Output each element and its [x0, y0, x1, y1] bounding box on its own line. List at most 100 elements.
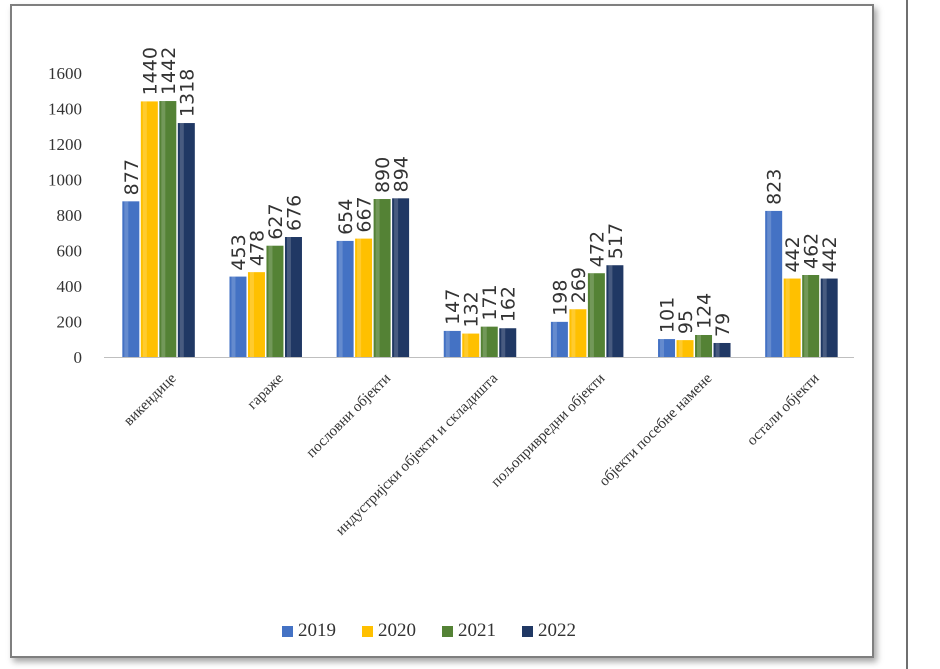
data-label: 101: [657, 297, 679, 333]
data-label: 472: [586, 231, 608, 267]
data-label: 171: [479, 284, 501, 320]
legend: 2019 2020 2021 2022: [282, 620, 576, 642]
bar-2021-6: [802, 274, 820, 357]
bar-2020-1: [247, 272, 265, 357]
bar-2021-4: [587, 273, 605, 357]
bar-highlight: [715, 342, 720, 357]
bar-highlight: [608, 265, 613, 357]
data-label: 198: [549, 280, 571, 316]
data-label: 462: [801, 233, 823, 269]
bar-highlight: [338, 240, 343, 357]
bar-2021-0: [159, 101, 177, 357]
data-label: 162: [498, 286, 520, 322]
bar-2020-3: [462, 333, 480, 357]
bar-2022-1: [284, 237, 302, 357]
data-label: 124: [694, 293, 716, 329]
bar-2020-2: [355, 238, 373, 357]
bar-2019-3: [443, 330, 461, 357]
bar-2021-2: [373, 199, 391, 357]
legend-swatch-2022: [522, 625, 533, 637]
bar-2019-0: [122, 201, 140, 357]
data-label: 1442: [158, 47, 180, 95]
y-tick-label: 200: [57, 313, 83, 332]
legend-item-2022: 2022: [522, 620, 576, 642]
data-label: 132: [461, 291, 483, 327]
legend-label-2020: 2020: [378, 620, 416, 641]
bar-highlight: [161, 101, 166, 357]
bar-highlight: [357, 238, 362, 357]
bar-2021-3: [480, 326, 498, 357]
bar-2022-3: [499, 328, 517, 357]
bar-highlight: [268, 245, 273, 357]
bar-2022-2: [392, 198, 410, 357]
y-axis: 0 200 400 600 800 1000 1200 1400 1600: [48, 64, 82, 367]
bar-highlight: [179, 123, 184, 358]
bar-highlight: [552, 321, 557, 357]
bars: [122, 101, 838, 358]
bar-highlight: [445, 330, 450, 357]
bar-highlight: [660, 339, 665, 357]
data-label: 453: [228, 234, 250, 270]
bar-highlight: [678, 340, 683, 357]
data-label: 654: [335, 199, 357, 235]
category-label: викендице: [121, 370, 180, 429]
bar-highlight: [804, 274, 809, 357]
bar-highlight: [697, 334, 702, 357]
legend-item-2021: 2021: [442, 620, 496, 642]
data-label: 478: [246, 230, 268, 266]
legend-item-2020: 2020: [362, 620, 416, 642]
bar-2022-5: [713, 342, 731, 357]
bar-2022-6: [820, 278, 838, 357]
data-label: 442: [819, 236, 841, 272]
y-tick-label: 1600: [48, 64, 82, 83]
bar-2019-1: [229, 276, 247, 357]
y-tick-label: 600: [57, 242, 83, 261]
bar-highlight: [231, 276, 236, 357]
y-tick-label: 1400: [48, 100, 82, 119]
legend-swatch-2020: [362, 625, 373, 637]
bar-2019-5: [658, 339, 676, 357]
bar-highlight: [464, 333, 469, 357]
window-edge-line: [906, 0, 908, 669]
bar-2019-4: [550, 321, 568, 357]
bar-2021-1: [266, 245, 284, 357]
y-tick-label: 1000: [48, 171, 82, 190]
bar-highlight: [785, 278, 790, 357]
legend-swatch-2019: [282, 625, 293, 637]
legend-swatch-2021: [442, 625, 453, 637]
data-label: 877: [121, 159, 143, 195]
bar-2019-2: [336, 240, 354, 357]
bar-highlight: [249, 272, 254, 357]
data-label: 676: [283, 195, 305, 231]
y-tick-label: 800: [57, 206, 83, 225]
bar-2022-0: [177, 123, 195, 358]
bar-highlight: [286, 237, 291, 357]
data-label: 890: [372, 157, 394, 193]
data-label: 95: [675, 310, 697, 334]
y-tick-label: 400: [57, 277, 83, 296]
legend-label-2022: 2022: [538, 620, 576, 641]
category-label: објекти посебне намене: [596, 370, 715, 489]
chart-frame: 0 200 400 600 800 1000 1200 1400 1600 877 1440 144…: [10, 4, 874, 658]
data-label: 894: [391, 156, 413, 192]
data-label: 79: [712, 313, 734, 337]
legend-label-2019: 2019: [298, 620, 336, 641]
bar-2021-5: [695, 334, 713, 357]
bar-highlight: [767, 210, 772, 357]
category-label: остали објекти: [744, 371, 822, 449]
data-label: 269: [568, 267, 590, 303]
category-labels: викендице гараже пословни објектииндустриј…: [121, 370, 823, 538]
legend-item-2019: 2019: [282, 620, 336, 642]
data-label: 823: [764, 169, 786, 205]
bar-2019-6: [765, 210, 783, 357]
bar-2022-4: [606, 265, 624, 357]
data-label: 442: [782, 236, 804, 272]
bar-highlight: [501, 328, 506, 357]
bar-2020-4: [569, 309, 587, 357]
bar-highlight: [394, 198, 399, 357]
y-tick-label: 1200: [48, 135, 82, 154]
bar-2020-0: [140, 101, 158, 358]
category-label: пољопривредни објекти: [488, 371, 608, 491]
category-label: пословни објекти: [303, 371, 394, 462]
